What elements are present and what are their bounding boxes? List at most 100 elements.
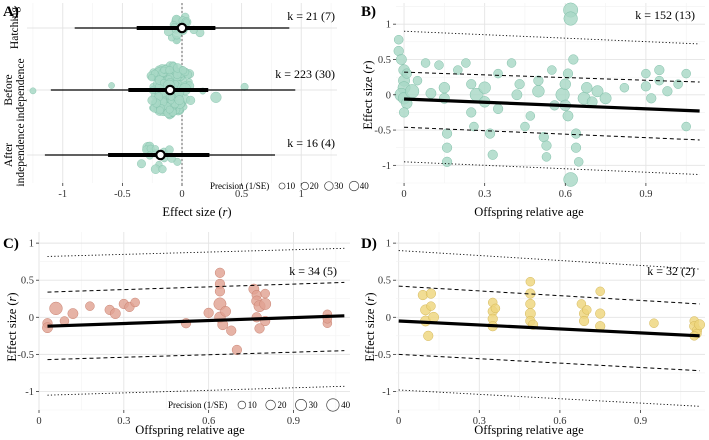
panel-b-point (484, 128, 496, 139)
panel-b-point (506, 58, 517, 68)
panel-a-letter: A) (3, 4, 19, 20)
panel-d-point (694, 319, 706, 331)
panel-b-prediction-lower (404, 161, 700, 175)
panel-a-category-line: independence (15, 123, 27, 186)
panel-c-lines (47, 247, 345, 396)
panel-a-point (137, 159, 146, 169)
panel-d-x-title: Offspring relative age (474, 423, 584, 437)
panel-d-y-tick-label: 0.5 (378, 276, 391, 287)
panel-b-point (405, 84, 420, 99)
panel-c-prediction-lower (47, 385, 345, 396)
panel-d-prediction-upper (398, 250, 700, 270)
panel-b-point (646, 93, 657, 104)
panel-d: 0 0.3 0.6 0.9 -1 -0.5 0 0.5 1 Offspring relative… (363, 232, 706, 437)
panel-b-point (487, 149, 498, 160)
panel-d-point (525, 298, 536, 310)
panel-a-point (183, 18, 190, 26)
panel-b-point (547, 65, 557, 75)
panel-b-ci-upper (404, 71, 700, 83)
panel-c-points (42, 267, 333, 356)
panel-a-point (179, 66, 188, 75)
panel-b-point (398, 107, 410, 118)
panel-c-k-label: k = 34 (5) (289, 264, 337, 278)
panel-c-point (214, 267, 226, 278)
panel-b-point (478, 81, 491, 94)
panel-d-point (595, 286, 605, 297)
panel-d-point (428, 311, 440, 323)
panel-d-point (595, 308, 606, 319)
panel-d-ticks: 0 0.3 0.6 0.9 -1 -0.5 0 0.5 1 (374, 239, 647, 427)
panel-a-points (29, 12, 249, 174)
panel-c-ticks: 0 0.3 0.6 0.9 -1 -0.5 0 0.5 1 (17, 239, 300, 427)
panel-a-k-label: k = 16 (4) (287, 136, 335, 150)
panel-c-point (231, 344, 242, 356)
panel-b-point (453, 65, 463, 75)
panel-c-y-tick-label: -0.5 (17, 350, 34, 361)
panel-b-points (393, 2, 691, 187)
panel-c-point (203, 307, 214, 318)
panel-b-point (570, 142, 582, 153)
panel-b-point (466, 107, 477, 118)
panel-a-category-label: Beforeindependence (3, 58, 27, 121)
panel-a-x-title: Effect size (r) (162, 205, 231, 219)
panel-a-point (29, 87, 37, 95)
panel-c-point (260, 288, 270, 299)
panel-b-x-tick-label: 0 (401, 189, 406, 200)
panel-b-point (563, 11, 578, 26)
panel-b-point (466, 79, 477, 90)
panel-d-y-tick-label: 0 (386, 313, 391, 324)
panel-c: 0 0.3 0.6 0.9 -1 -0.5 0 0.5 1 Offspring relative… (5, 232, 351, 437)
panel-c-legend-circle (237, 400, 247, 410)
panel-c-fit-line (47, 314, 345, 328)
panel-d-point (576, 299, 587, 309)
panel-a-summaries: k = 21 (7) k = 223 (30) k = 16 (4) (44, 9, 335, 161)
panel-b-point (493, 68, 503, 79)
panel-b-point (541, 140, 552, 151)
panel-d-y-tick-label: -1 (382, 387, 391, 398)
panel-d-points (417, 276, 706, 341)
panel-c-point (130, 297, 140, 308)
panel-c-x-tick-label: 0.6 (202, 416, 215, 427)
panel-a-legend: Precision (1/SE) 10 20 30 40 (210, 180, 370, 192)
panel-b-point (581, 82, 593, 94)
panel-b: 0 0.3 0.6 0.9 -1 -0.5 0 0.5 1 Offspring relative… (361, 2, 705, 219)
panel-d-point (425, 288, 437, 299)
panel-d-point (649, 318, 659, 328)
panel-c-y-tick-label: 0 (29, 313, 34, 324)
panel-a-legend-circle (324, 181, 334, 191)
panel-b-point (591, 85, 604, 98)
panel-a-point (147, 95, 157, 105)
panel-b-point (640, 81, 651, 92)
panel-c-x-tick-label: 0.3 (117, 416, 130, 427)
panel-b-point (563, 172, 578, 187)
panel-b-point (562, 68, 574, 79)
panel-a-legend-value: 20 (310, 181, 320, 191)
panel-c-y-tick-label: 0.5 (21, 276, 34, 287)
panel-b-point (401, 68, 412, 79)
panel-a-point (158, 165, 167, 174)
panel-c-y-tick-label: -1 (25, 387, 34, 398)
panel-d-y-tick-label: -0.5 (374, 350, 391, 361)
panel-b-point (441, 156, 453, 167)
panel-d-prediction-lower (398, 389, 700, 407)
panel-a-legend-value: 40 (360, 181, 370, 191)
panel-b-ci-lower (404, 126, 700, 141)
panel-b-point (533, 75, 544, 86)
panel-c-y-title: Effect size (r) (5, 292, 19, 361)
panel-b-point (673, 79, 683, 89)
panel-b-point (412, 75, 423, 86)
panel-a-mean-point (164, 84, 176, 96)
panel-c-point (220, 305, 231, 317)
panel-a-legend-circle (278, 182, 286, 190)
panel-c-legend-circle (265, 399, 276, 411)
panel-c-legend-circle (326, 398, 340, 412)
panel-b-y-tick-label: 0.5 (378, 55, 391, 66)
panel-c-ci-upper (47, 281, 345, 293)
panel-c-y-tick-label: 1 (29, 239, 34, 250)
panel-d-point (490, 303, 501, 314)
panel-b-y-tick-label: 0 (386, 90, 391, 101)
panel-a-point (165, 145, 174, 155)
panel-b-point (420, 58, 431, 68)
panel-a-point (186, 95, 196, 105)
panel-a-category-labels: HatchingBeforeindependenceAfterindepende… (3, 7, 27, 187)
